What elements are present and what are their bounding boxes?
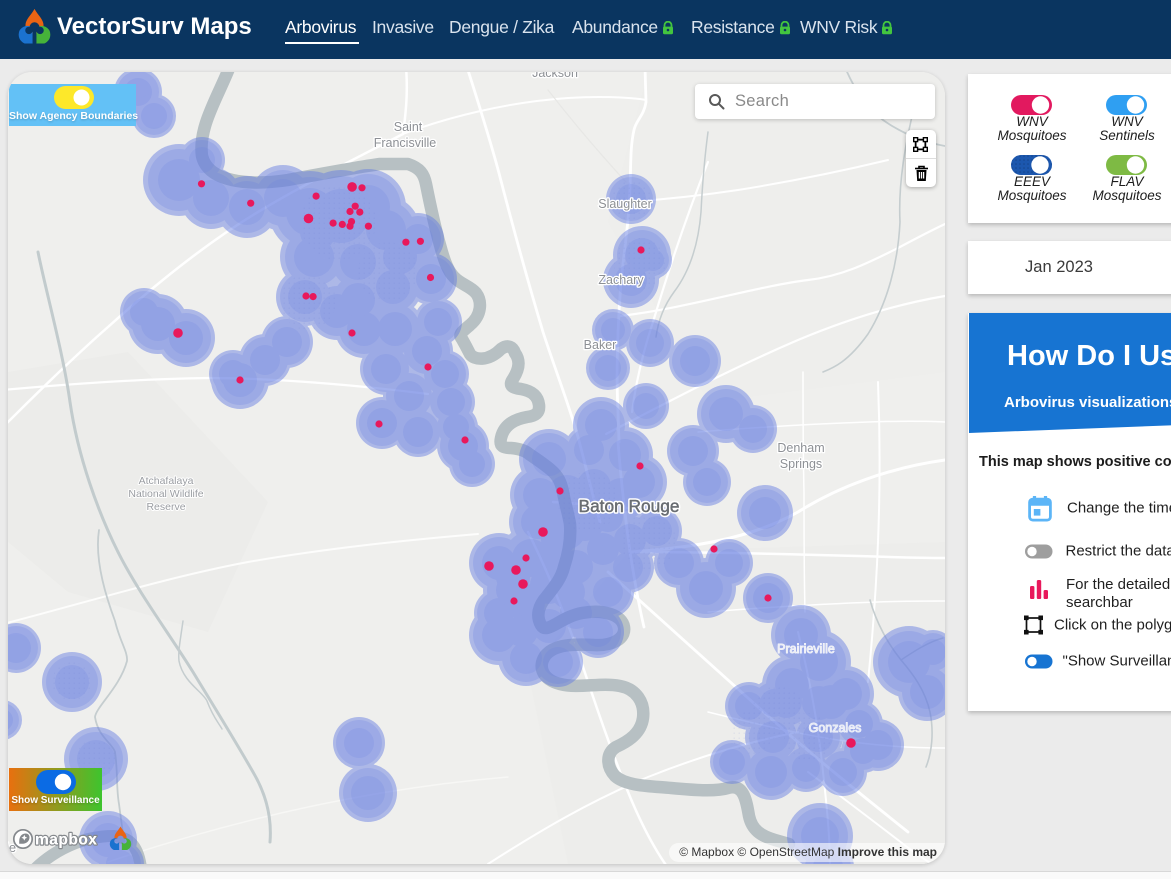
svg-text:Reserve: Reserve (146, 501, 185, 513)
svg-text:Baton Rouge: Baton Rouge (579, 496, 680, 516)
svg-text:le: le (8, 840, 16, 855)
svg-text:Baton Rouge: Baton Rouge (579, 496, 680, 516)
svg-text:Springs: Springs (780, 457, 822, 471)
svg-text:Zachary: Zachary (598, 273, 644, 287)
svg-text:Gonzales: Gonzales (809, 721, 862, 735)
svg-text:National Wildlife: National Wildlife (128, 488, 203, 500)
svg-text:Baker: Baker (584, 338, 617, 352)
svg-text:Francisville: Francisville (374, 136, 437, 150)
svg-text:mapbox: mapbox (35, 832, 97, 849)
svg-text:Atchafalaya: Atchafalaya (139, 475, 194, 487)
svg-text:Denham: Denham (777, 441, 824, 455)
svg-text:Saint: Saint (394, 120, 423, 134)
svg-text:Jackson: Jackson (532, 72, 578, 80)
svg-text:mapbox: mapbox (35, 832, 97, 849)
svg-text:Prairieville: Prairieville (777, 642, 835, 656)
svg-text:Slaughter: Slaughter (598, 197, 652, 211)
